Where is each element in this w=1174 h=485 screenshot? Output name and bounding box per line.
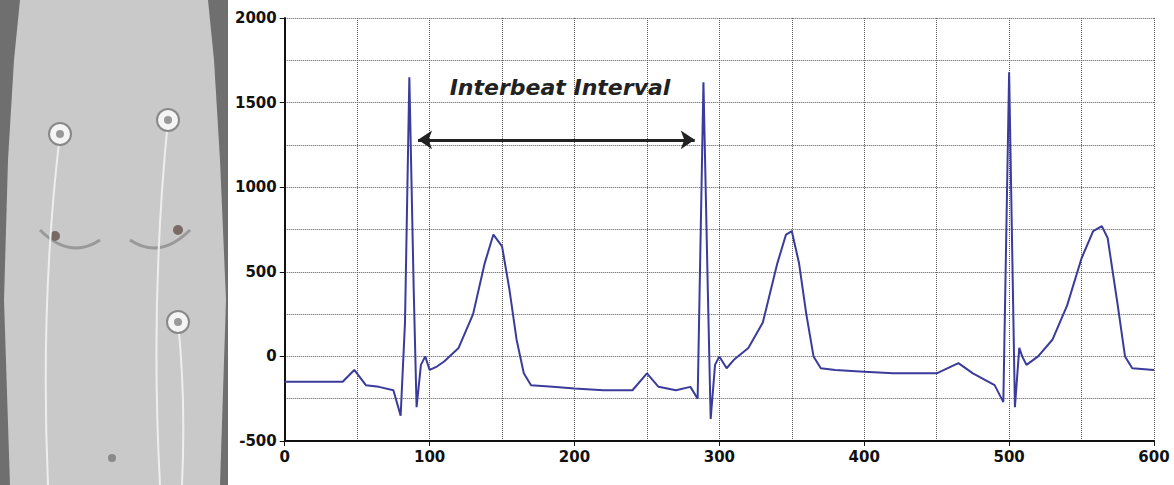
svg-text:-500: -500 [239,432,277,450]
svg-text:400: 400 [849,448,880,466]
svg-text:200: 200 [559,448,590,466]
svg-text:100: 100 [414,448,445,466]
svg-text:500: 500 [993,448,1024,466]
svg-text:1500: 1500 [235,94,277,112]
svg-text:500: 500 [245,263,276,281]
svg-text:1000: 1000 [235,178,277,196]
svg-text:0: 0 [280,448,290,466]
svg-text:300: 300 [704,448,735,466]
svg-text:0: 0 [266,347,276,365]
svg-text:2000: 2000 [235,9,277,27]
svg-text:Interbeat Interval: Interbeat Interval [450,75,671,100]
svg-text:600: 600 [1138,448,1169,466]
